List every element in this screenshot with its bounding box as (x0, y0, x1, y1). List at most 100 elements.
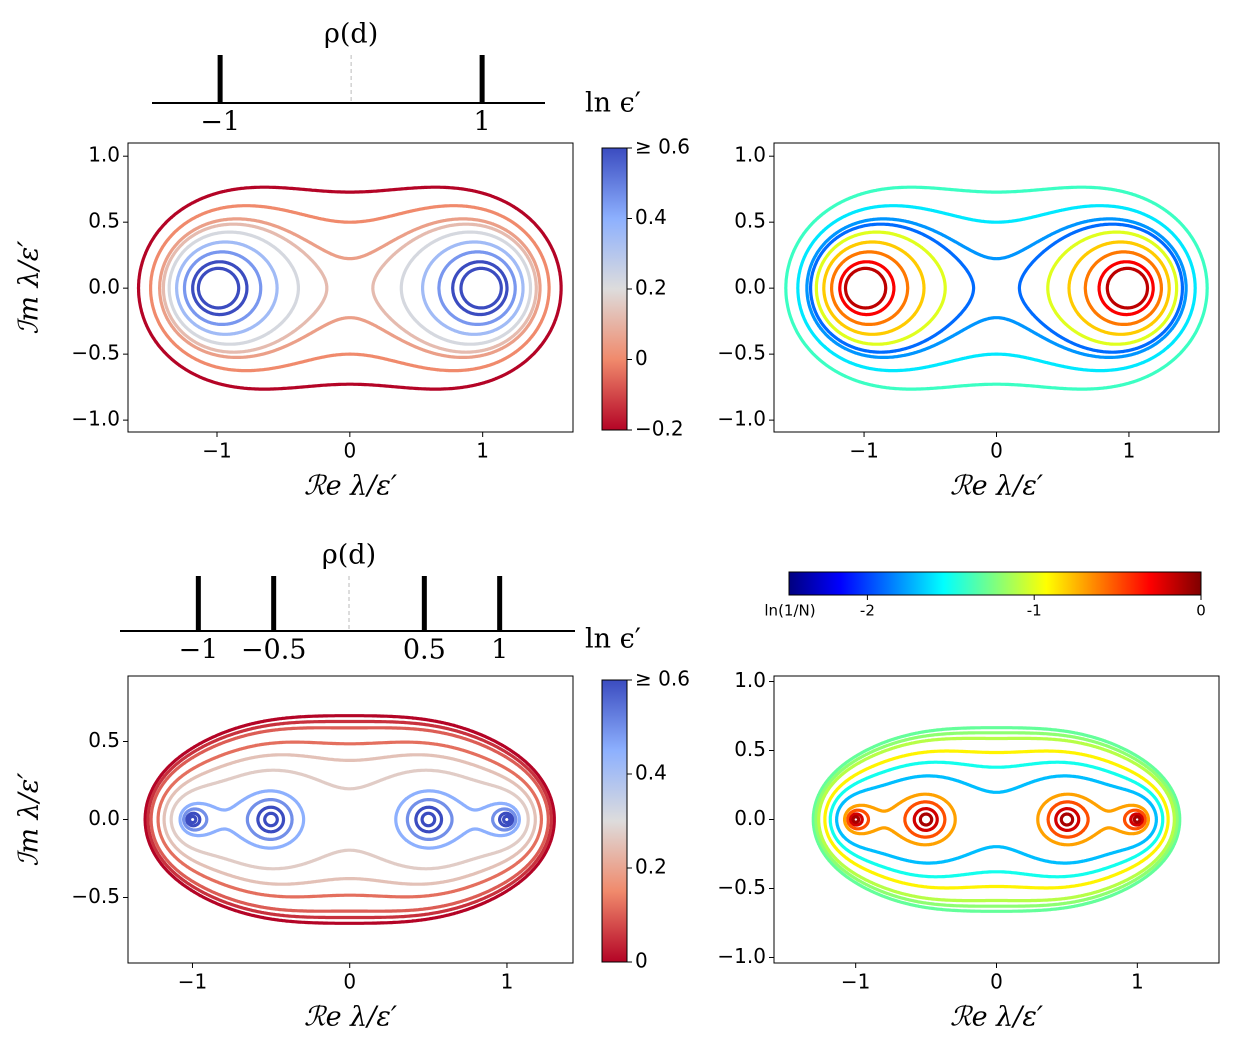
inset-title: ρ(d) (322, 540, 376, 571)
contour (175, 240, 525, 336)
y-tick-label: 0.5 (734, 737, 766, 761)
y-tick-label: −1.0 (71, 407, 120, 431)
y-tick-label: 1.0 (88, 143, 120, 167)
inset-title: ρ(d) (324, 19, 378, 50)
contour (835, 774, 1158, 865)
x-tick-label: −1 (178, 970, 207, 994)
tick-label: −0.5 (241, 635, 307, 666)
contour (838, 260, 1155, 317)
contour (817, 736, 1176, 903)
y-tick-label: −0.5 (71, 884, 120, 908)
contour (187, 811, 512, 828)
contour (851, 812, 1142, 827)
contour (169, 768, 530, 871)
y-axis-label: ℐm λ/ε′ (14, 241, 45, 335)
tick-label: 1 (491, 635, 508, 666)
x-tick-label: 0 (990, 970, 1003, 994)
colorbar (788, 571, 1202, 596)
contour (811, 726, 1182, 913)
colorbar-tick-label: 0.2 (635, 855, 667, 879)
contour (158, 217, 542, 359)
colorbar-tick-label: −0.2 (635, 417, 684, 441)
colorbar-label: ln ϵ′ (585, 624, 641, 655)
colorbar-label: ln(1/N) (764, 602, 815, 620)
contour (809, 222, 1184, 354)
x-axis-label: ℛe λ/ε′ (304, 1002, 397, 1033)
tick-label: 1 (474, 107, 491, 138)
contour (849, 807, 1144, 832)
contour (149, 204, 551, 373)
x-tick-label: 1 (1131, 970, 1144, 994)
contour (191, 260, 509, 317)
y-tick-label: 0.0 (734, 275, 766, 299)
x-tick-label: 1 (476, 439, 489, 463)
contour (136, 185, 563, 391)
y-tick-label: 1.0 (734, 143, 766, 167)
colorbar-tick-label: 0 (1196, 602, 1206, 620)
x-tick-label: 1 (501, 970, 514, 994)
y-tick-label: −0.5 (717, 875, 766, 899)
colorbar (601, 147, 628, 431)
contour (828, 760, 1165, 879)
y-axis-label: ℐm λ/ε′ (14, 773, 45, 867)
colorbar-tick-label: -1 (1027, 602, 1042, 620)
contour (156, 740, 543, 899)
x-tick-label: 0 (990, 439, 1003, 463)
colorbar-tick-label: 0.2 (635, 276, 667, 300)
colorbar-tick-label: ≥ 0.6 (635, 667, 690, 691)
y-tick-label: −1.0 (717, 407, 766, 431)
x-tick-label: 1 (1123, 439, 1136, 463)
y-tick-label: 0.0 (88, 275, 120, 299)
y-tick-label: −1.0 (717, 944, 766, 968)
contour (784, 185, 1209, 391)
y-tick-label: 0.0 (734, 806, 766, 830)
contour (161, 222, 538, 354)
contour (805, 217, 1188, 359)
x-tick-label: −1 (841, 970, 870, 994)
y-tick-label: 1.0 (734, 668, 766, 692)
x-tick-label: 0 (343, 970, 356, 994)
y-tick-label: −0.5 (717, 341, 766, 365)
contour (814, 230, 1179, 346)
y-tick-label: 0.5 (88, 728, 120, 752)
x-axis-label: ℛe λ/ε′ (950, 471, 1043, 502)
x-axis-label: ℛe λ/ε′ (304, 471, 397, 502)
y-tick-label: 0.5 (734, 209, 766, 233)
colorbar-label: ln ϵ′ (585, 88, 641, 119)
y-tick-label: −0.5 (71, 341, 120, 365)
contour (843, 266, 1150, 310)
contour (830, 250, 1163, 326)
tick-label: −1 (178, 635, 218, 666)
contour (796, 204, 1197, 373)
contour (178, 789, 521, 850)
plot-frame (773, 675, 1220, 964)
contour (843, 792, 1150, 847)
contour (182, 798, 518, 841)
contour (823, 749, 1170, 890)
contour (143, 714, 556, 925)
contour (196, 266, 503, 310)
colorbar-tick-label: 0.4 (635, 761, 667, 785)
x-tick-label: −1 (849, 439, 878, 463)
colorbar-tick-label: -2 (860, 602, 875, 620)
contour (814, 731, 1179, 908)
colorbar-tick-label: ≥ 0.6 (635, 135, 690, 159)
x-tick-label: 0 (343, 439, 356, 463)
tick-label: −1 (200, 107, 240, 138)
tick-label: 0.5 (403, 635, 446, 666)
colorbar-tick-label: 0.4 (635, 205, 667, 229)
contour (162, 753, 537, 886)
y-tick-label: 0.0 (88, 806, 120, 830)
contour (846, 800, 1147, 839)
contour (185, 805, 515, 834)
contour (182, 250, 517, 326)
x-tick-label: −1 (202, 439, 231, 463)
contour (167, 230, 533, 346)
contour (822, 240, 1171, 336)
y-tick-label: 0.5 (88, 209, 120, 233)
contour (146, 719, 553, 920)
colorbar (601, 679, 628, 963)
colorbar-tick-label: 0 (635, 949, 648, 973)
colorbar-tick-label: 0 (635, 346, 648, 370)
